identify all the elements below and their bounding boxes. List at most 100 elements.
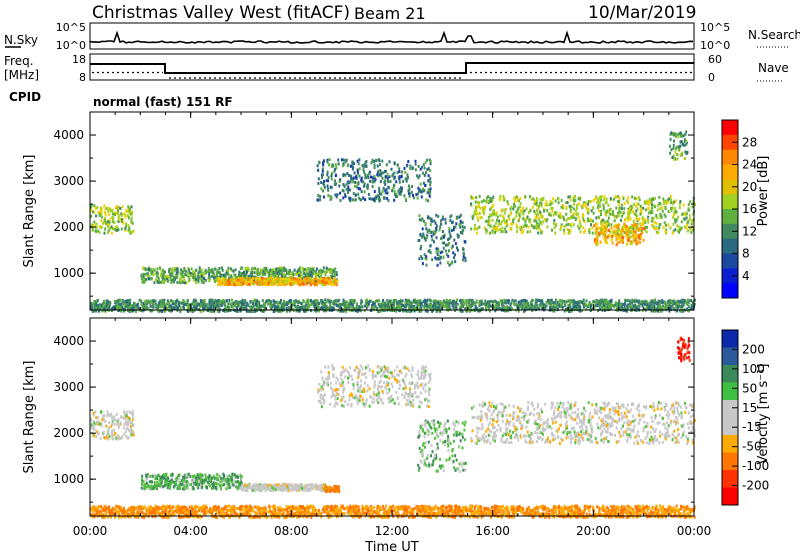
range-cell [209, 298, 212, 302]
range-cell [615, 243, 618, 247]
range-cell [245, 307, 248, 311]
range-cell [478, 225, 481, 229]
range-cell [642, 218, 645, 222]
range-cell [149, 309, 152, 313]
range-cell [513, 204, 516, 208]
range-cell [485, 228, 488, 232]
range-cell [559, 212, 562, 216]
range-cell [287, 305, 290, 309]
range-cell [584, 202, 587, 206]
range-cell [679, 153, 682, 157]
range-cell [214, 279, 217, 283]
range-cell [230, 278, 232, 282]
range-cell [245, 309, 248, 313]
range-cell [678, 132, 681, 136]
range-cell [402, 180, 405, 183]
range-cell [116, 299, 119, 303]
range-cell [561, 301, 564, 305]
range-cell [482, 212, 485, 216]
range-cell [545, 300, 548, 304]
range-cell [435, 224, 438, 228]
range-cell [265, 300, 268, 304]
range-cell [435, 310, 438, 313]
range-cell [573, 305, 576, 309]
range-cell [605, 301, 608, 305]
range-cell [581, 309, 584, 313]
range-cell [371, 180, 374, 184]
range-cell [663, 221, 666, 225]
range-cell [200, 271, 203, 275]
range-cell [611, 234, 614, 238]
range-cell [391, 302, 393, 306]
range-cell [449, 235, 452, 239]
range-cell [395, 192, 398, 196]
range-cell [625, 309, 627, 313]
range-cell [652, 226, 655, 230]
range-cell [592, 199, 595, 203]
range-cell [428, 194, 431, 198]
range-cell [509, 227, 512, 231]
range-cell [312, 303, 315, 307]
range-cell [91, 210, 94, 214]
range-cell [611, 241, 614, 245]
range-cell [233, 283, 236, 287]
range-cell [431, 258, 434, 262]
range-cell [599, 228, 602, 231]
range-cell [418, 174, 421, 178]
range-cell [384, 301, 386, 305]
range-cell [296, 269, 299, 273]
range-cell [627, 303, 630, 307]
range-cell [545, 219, 548, 223]
range-cell [296, 280, 299, 284]
range-cell [502, 197, 505, 201]
range-cell [491, 199, 494, 203]
range-cell [679, 300, 682, 304]
range-cell [195, 281, 198, 285]
range-cell [193, 309, 196, 313]
range-cell [273, 307, 276, 311]
range-cell [193, 305, 196, 309]
range-cell [311, 280, 314, 283]
range-cell [519, 209, 522, 213]
range-cell [449, 219, 452, 223]
range-cell [210, 268, 213, 272]
range-cell [413, 299, 416, 303]
range-cell [93, 210, 96, 214]
range-cell [601, 299, 603, 303]
range-cell [398, 191, 401, 195]
range-cell [221, 301, 224, 305]
range-cell [243, 270, 246, 274]
range-cell [435, 303, 438, 307]
range-cell [567, 195, 570, 199]
range-cell [305, 279, 308, 283]
range-cell [309, 277, 311, 281]
range-cell [577, 224, 580, 228]
range-cell [418, 309, 421, 313]
range-cell [433, 299, 436, 303]
range-cell [624, 218, 627, 222]
range-cell [389, 302, 392, 306]
range-cell [486, 196, 489, 200]
range-cell [533, 209, 536, 213]
range-cell [598, 209, 601, 213]
range-cell [520, 301, 523, 305]
range-cell [572, 223, 575, 227]
range-cell [674, 207, 677, 211]
range-cell [217, 269, 219, 272]
range-cell [563, 304, 566, 308]
range-cell [669, 132, 672, 136]
range-cell [538, 303, 541, 307]
range-cell [227, 282, 230, 286]
range-cell [117, 298, 120, 302]
range-cell [199, 299, 202, 302]
range-cell [398, 188, 401, 191]
range-cell [185, 281, 188, 285]
range-cell [485, 200, 488, 204]
range-cell [659, 207, 662, 211]
range-cell [361, 305, 364, 309]
freq-tick-bottom: 8 [79, 71, 86, 84]
range-cell [480, 216, 483, 220]
range-cell [469, 305, 472, 308]
range-cell [524, 299, 527, 302]
range-cell [423, 219, 425, 223]
